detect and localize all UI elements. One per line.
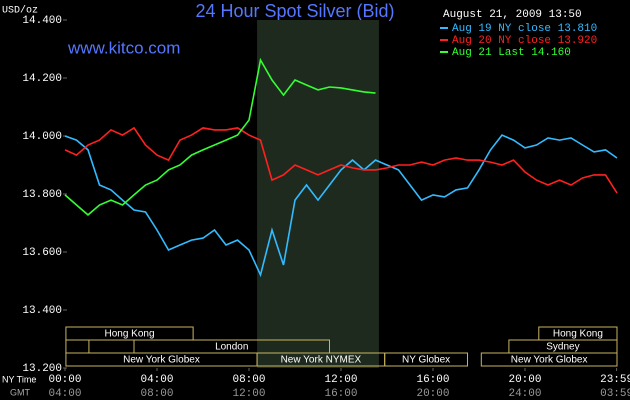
y-tick-label: 13.400 [22,305,62,317]
session-label: Sydney [546,342,579,353]
session-box [65,339,90,354]
x-tick-label: 23:59 [600,374,630,386]
x2-tick-label: 16:00 [324,388,357,400]
session-label: London [215,342,248,353]
chart-title: 24 Hour Spot Silver (Bid) [195,1,394,21]
legend-entry: Aug 19 NY close 13.810 [452,23,597,35]
y-tick-label: 13.600 [22,247,62,259]
session-label: Hong Kong [553,329,603,340]
series-line [64,134,618,278]
timestamp: August 21, 2009 13:50 [443,9,582,21]
session-box [480,352,618,367]
x2-axis-label: GMT [10,387,30,397]
y-tick-label: 14.000 [22,131,62,143]
x-tick-label: 20:00 [508,374,541,386]
session-label: New York Globex [511,355,588,366]
series-line [64,126,618,194]
unit-label: USD/oz [2,5,38,17]
x2-tick-label: 24:00 [508,388,541,400]
session-label: NY Globex [402,355,450,366]
session-box [65,326,194,341]
x2-tick-label: 04:00 [48,388,81,400]
x-tick-label: 16:00 [416,374,449,386]
x-tick-label: 08:00 [232,374,265,386]
legend-entry: Aug 20 NY close 13.920 [452,35,597,47]
y-tick-label: 14.400 [22,15,62,27]
x-tick-label: 12:00 [324,374,357,386]
shade-region [257,20,379,368]
legend-entry: Aug 21 Last 14.160 [452,47,571,59]
session-label: New York Globex [123,355,200,366]
y-tick-label: 14.200 [22,73,62,85]
x2-tick-label: 03:59 [600,388,630,400]
x2-tick-label: 12:00 [232,388,265,400]
site-label: www.kitco.com [67,38,180,57]
x2-tick-label: 08:00 [140,388,173,400]
x2-tick-label: 20:00 [416,388,449,400]
x-tick-label: 04:00 [140,374,173,386]
session-label: Hong Kong [104,329,154,340]
y-tick-label: 13.200 [22,363,62,375]
series-line [64,57,376,216]
y-tick-label: 13.800 [22,189,62,201]
x-axis-label: NY Time [2,374,36,384]
session-label: New York NYMEX [281,355,362,366]
x-tick-label: 00:00 [48,374,81,386]
session-box [384,352,469,367]
